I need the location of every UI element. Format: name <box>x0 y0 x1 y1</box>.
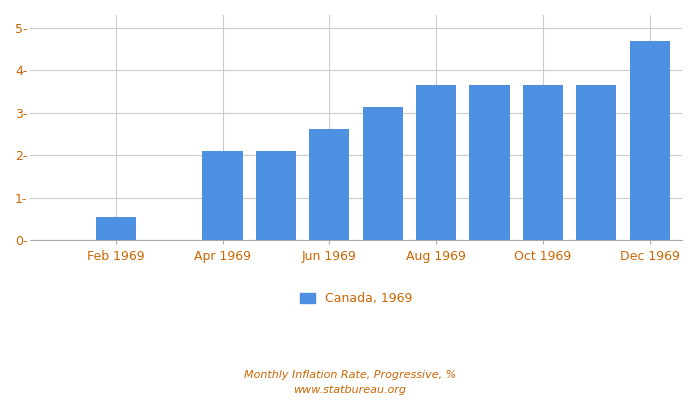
Legend: Canada, 1969: Canada, 1969 <box>295 287 417 310</box>
Bar <box>523 85 563 240</box>
Bar <box>470 85 510 240</box>
Bar <box>202 152 242 240</box>
Bar <box>630 40 670 240</box>
Text: www.statbureau.org: www.statbureau.org <box>293 385 407 395</box>
Bar <box>96 217 136 240</box>
Bar <box>416 85 456 240</box>
Bar <box>363 107 402 240</box>
Bar <box>309 128 349 240</box>
Bar <box>576 85 616 240</box>
Bar <box>256 152 296 240</box>
Text: Monthly Inflation Rate, Progressive, %: Monthly Inflation Rate, Progressive, % <box>244 370 456 380</box>
